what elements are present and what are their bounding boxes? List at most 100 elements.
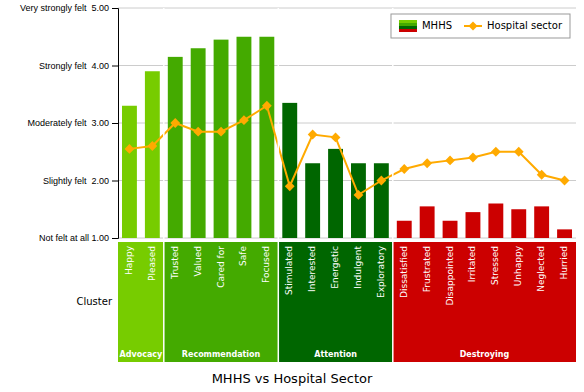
marker <box>560 176 570 186</box>
tick-mark <box>112 8 118 9</box>
grid-line <box>118 180 576 181</box>
tick-mark <box>112 66 118 67</box>
tick-mark <box>112 238 118 239</box>
line <box>129 106 564 195</box>
bar <box>397 221 412 238</box>
category-label: Unhappy <box>513 245 523 286</box>
y-tick: Very strongly felt 5.00 <box>20 3 118 13</box>
marker <box>262 101 272 111</box>
marker <box>125 144 135 154</box>
legend-box <box>391 14 570 38</box>
category-label: Indulgent <box>353 246 363 289</box>
cluster-band <box>278 242 393 362</box>
bar <box>557 229 572 238</box>
legend-swatch <box>399 20 417 23</box>
category-label: Exploratory <box>376 245 386 298</box>
bar <box>168 57 183 238</box>
category-label: Interested <box>307 246 317 292</box>
grid-line <box>118 65 576 66</box>
y-axis: Not felt at all 1.00 Slightly felt 2.00 Mo… <box>20 3 119 243</box>
marker <box>376 176 386 186</box>
category-label: Valued <box>193 246 203 276</box>
cluster-band <box>118 242 164 362</box>
bar <box>305 163 320 238</box>
grid-line <box>118 238 576 239</box>
bar <box>466 212 481 238</box>
y-tick: Not felt at all 1.00 <box>39 233 118 243</box>
category-label: Pleased <box>147 246 157 281</box>
marker <box>239 115 249 125</box>
title: MHHS vs Hospital Sector <box>212 371 373 386</box>
marker <box>216 127 226 137</box>
cluster-name: Destroying <box>460 350 510 359</box>
cluster-name: Attention <box>314 350 357 359</box>
legend-item: MHHS <box>399 20 452 32</box>
bar <box>145 71 160 238</box>
category-label: Disappointed <box>445 246 455 306</box>
bar-series <box>122 37 572 238</box>
tick-label: Slightly felt 2.00 <box>43 176 109 186</box>
cluster-name: Advocacy <box>120 350 164 359</box>
legend-swatch <box>399 26 417 29</box>
tick-label: Not felt at all 1.00 <box>39 233 109 243</box>
marker <box>399 164 409 174</box>
separators <box>164 8 393 362</box>
marker <box>468 153 478 163</box>
cluster-band <box>393 242 576 362</box>
marker <box>285 181 295 191</box>
category-label: Focused <box>261 246 271 283</box>
grid <box>118 8 576 238</box>
marker <box>193 127 203 137</box>
bar <box>328 149 343 238</box>
category-label: Frustrated <box>422 246 432 292</box>
legend-swatch <box>399 23 417 26</box>
marker <box>537 170 547 180</box>
legend-item: Hospital sector <box>464 20 563 31</box>
bar <box>259 37 274 238</box>
bar <box>374 163 389 238</box>
cluster-band <box>164 242 278 362</box>
bar <box>191 48 206 238</box>
category-label: Hurried <box>559 246 569 279</box>
tick-label: Very strongly felt 5.00 <box>20 3 109 13</box>
tick-mark <box>112 123 118 124</box>
category-label: Neglected <box>536 246 546 292</box>
separator <box>392 8 394 362</box>
plot-marks <box>122 37 572 238</box>
marker <box>331 132 341 142</box>
marker <box>147 141 157 151</box>
tick-label: Moderately felt 3.00 <box>27 118 109 128</box>
category-label: Dissatisfied <box>399 246 409 298</box>
category-label: Irritated <box>467 246 477 282</box>
marker <box>422 158 432 168</box>
bar <box>488 204 503 239</box>
bar <box>420 206 435 238</box>
marker <box>308 130 318 140</box>
grid-line <box>118 8 576 9</box>
bar <box>122 106 137 238</box>
legend-swatch <box>399 29 417 32</box>
bar <box>351 163 366 238</box>
bar <box>237 37 252 238</box>
category-label: Trusted <box>170 246 180 280</box>
chart: Not felt at all 1.00 Slightly felt 2.00 Mo… <box>0 0 584 392</box>
y-axis-line <box>112 9 119 239</box>
bar <box>511 209 526 238</box>
tick-label: Strongly felt 4.00 <box>39 61 109 71</box>
category-label: Safe <box>238 246 248 266</box>
legend: MHHS Hospital sector <box>391 14 570 38</box>
bar <box>534 206 549 238</box>
y-tick: Strongly felt 4.00 <box>39 61 118 71</box>
category-label: Cared for <box>216 246 226 288</box>
cluster-axis-label: Cluster <box>77 296 113 307</box>
y-tick: Slightly felt 2.00 <box>43 176 118 186</box>
separator <box>163 8 165 362</box>
category-label: Happy <box>124 245 134 275</box>
marker <box>445 155 455 165</box>
tick-mark <box>112 181 118 182</box>
y-tick: Moderately felt 3.00 <box>27 118 118 128</box>
marker <box>514 147 524 157</box>
legend-label: Hospital sector <box>487 20 563 31</box>
marker <box>491 147 501 157</box>
category-label: Energetic <box>330 246 340 289</box>
